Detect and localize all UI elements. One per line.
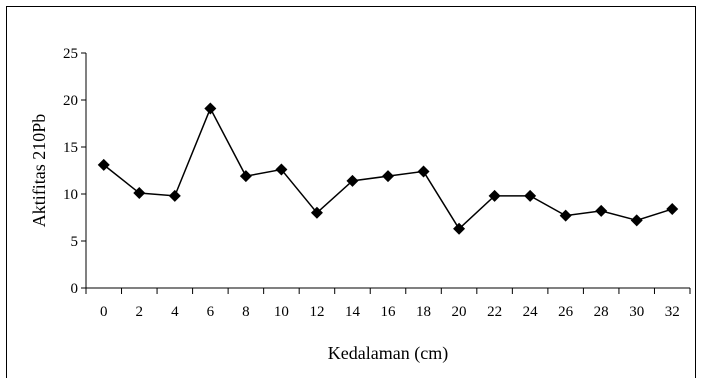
axes (85, 53, 690, 289)
data-point-marker (168, 189, 181, 202)
data-point-marker (488, 189, 501, 202)
data-point-marker (133, 187, 146, 200)
data-point-marker (559, 209, 572, 222)
data-point-marker (97, 158, 110, 171)
x-tick-label: 16 (381, 304, 397, 320)
y-tick-label: 25 (63, 46, 78, 62)
y-tick-label: 15 (63, 140, 78, 156)
data-point-marker (382, 170, 394, 183)
data-point-marker (310, 206, 323, 219)
x-tick-label: 12 (309, 304, 324, 320)
data-point-marker (595, 204, 608, 217)
y-axis-title: Aktifitas 210Pb (29, 114, 49, 228)
data-point-marker (275, 163, 288, 176)
chart-frame (6, 6, 696, 378)
x-tick-label: 24 (523, 304, 539, 320)
data-point-marker (417, 165, 430, 178)
x-tick-label: 18 (416, 304, 431, 320)
x-tick-label: 10 (274, 304, 289, 320)
x-tick-label: 20 (452, 304, 467, 320)
x-tick-label: 26 (558, 304, 574, 320)
data-point-marker (666, 203, 679, 216)
x-axis-title: Kedalaman (cm) (328, 343, 448, 364)
data-point-marker (346, 174, 359, 187)
data-point-marker (239, 170, 252, 183)
x-tick-label: 28 (594, 304, 609, 320)
y-tick-label: 20 (63, 93, 78, 109)
data-point-marker (524, 189, 537, 202)
x-tick-label: 32 (665, 304, 680, 320)
data-point-marker (630, 214, 643, 227)
y-tick-label: 0 (71, 281, 79, 297)
x-tick-label: 6 (207, 304, 215, 320)
y-tick-label: 5 (71, 234, 79, 250)
x-tick-label: 8 (242, 304, 250, 320)
series (97, 102, 679, 235)
x-tick-label: 30 (629, 304, 644, 320)
x-tick-label: 0 (100, 304, 108, 320)
data-point-marker (453, 222, 466, 235)
y-tick-label: 10 (63, 187, 78, 203)
x-tick-label: 14 (345, 304, 361, 320)
series-line (103, 106, 673, 230)
x-tick-label: 4 (171, 304, 179, 320)
x-tick-label: 2 (136, 304, 144, 320)
y-ticks: 0 5 10 15 20 25 (63, 46, 86, 297)
x-tick-label: 22 (487, 304, 502, 320)
data-point-marker (204, 102, 217, 115)
x-ticks: 0 2 4 6 8 10 12 14 16 18 20 22 24 26 28 30 32 (85, 288, 691, 320)
